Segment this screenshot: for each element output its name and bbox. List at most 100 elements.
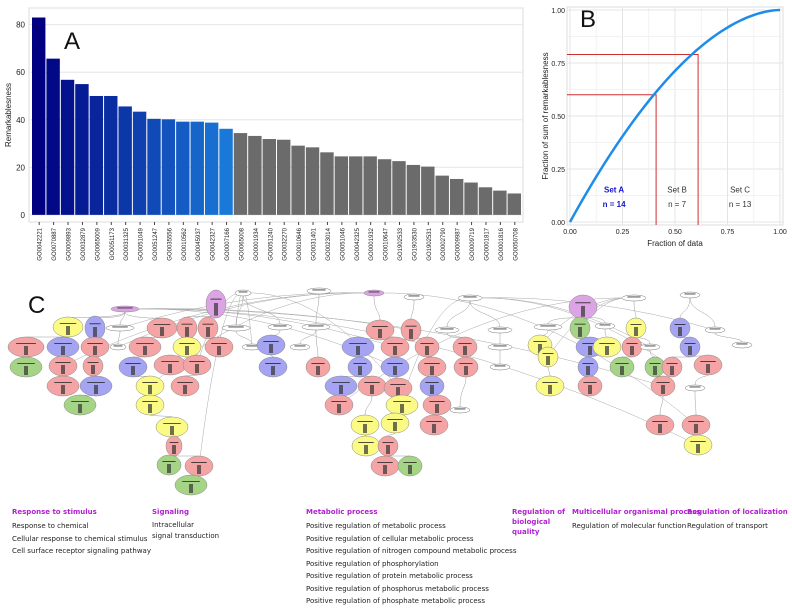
- bar: [363, 156, 377, 215]
- node-text-mark: [206, 327, 210, 337]
- x-tick-label: GO0051173: [110, 227, 116, 260]
- node-text-mark: [316, 366, 320, 375]
- node-text-mark: [195, 364, 199, 373]
- go-term-node: [679, 291, 701, 299]
- node-text-mark: [578, 327, 582, 337]
- edge: [299, 329, 317, 345]
- set-label: Set B: [667, 185, 687, 194]
- node-text-mark: [78, 404, 82, 413]
- edge: [364, 395, 373, 416]
- legend-heading: Signaling: [152, 508, 189, 516]
- y-tick-label: 0.25: [551, 167, 565, 174]
- node-text-mark: [61, 365, 65, 374]
- go-term-node: [489, 363, 511, 371]
- bar: [478, 187, 493, 215]
- legend-item: Regulation of molecular function: [572, 522, 687, 530]
- edge: [604, 328, 608, 338]
- bar: [248, 135, 262, 215]
- panel-label-c: C: [28, 292, 46, 319]
- edge: [387, 432, 396, 437]
- node-text-mark: [653, 366, 657, 375]
- go-term-node: [234, 289, 252, 297]
- node-text-mark: [356, 346, 360, 355]
- node-text-mark: [538, 344, 542, 353]
- bar: [449, 178, 464, 215]
- go-term-node: [363, 289, 385, 297]
- legend-heading: Response to stimulus: [12, 508, 97, 516]
- legend-item: Cell surface receptor signaling pathway: [12, 547, 151, 555]
- go-term-node: [221, 324, 251, 332]
- edge: [235, 330, 253, 345]
- go-term-node: [434, 326, 460, 334]
- edge: [270, 354, 274, 358]
- node-text-mark: [694, 424, 698, 433]
- y-tick-label: 1.00: [551, 8, 565, 15]
- edge: [270, 329, 281, 336]
- node-text-mark: [605, 346, 609, 355]
- cutoff-line: [567, 94, 657, 225]
- x-tick-label: GO0001816: [499, 227, 505, 260]
- node-text-mark: [214, 303, 218, 316]
- go-term-node: [639, 343, 661, 351]
- x-axis-label: Fraction of data: [647, 239, 703, 248]
- node-text-mark: [167, 464, 171, 473]
- node-text-mark: [408, 465, 412, 474]
- edge: [469, 297, 651, 348]
- x-tick-label: GO0035556: [167, 227, 173, 260]
- bar: [204, 122, 219, 215]
- node-text-mark: [24, 346, 28, 355]
- bar: [46, 58, 60, 215]
- go-term-node: [109, 343, 127, 351]
- node-text-mark: [464, 366, 468, 375]
- node-text-mark: [383, 465, 387, 474]
- edge: [659, 395, 664, 416]
- node-text-mark: [358, 366, 362, 375]
- legend-item: Positive regulation of phosphate metabol…: [306, 597, 485, 605]
- node-text-mark: [386, 445, 390, 454]
- x-tick-label: GO0070887: [52, 227, 58, 260]
- node-text-mark: [94, 385, 98, 394]
- y-tick-label: 80: [16, 21, 25, 30]
- bar: [75, 84, 89, 215]
- x-tick-label: GO0010646: [297, 227, 303, 260]
- node-text-mark: [546, 356, 550, 365]
- bar: [161, 119, 176, 215]
- node-text-mark: [131, 366, 135, 375]
- node-text-mark: [61, 346, 65, 355]
- panel-label-a: A: [64, 28, 81, 55]
- node-text-mark: [435, 404, 439, 413]
- go-term-node: [301, 323, 331, 331]
- edge: [119, 292, 375, 329]
- bar: [291, 145, 305, 215]
- legend-item: Positive regulation of metabolic process: [306, 522, 446, 530]
- node-text-mark: [337, 404, 341, 413]
- node-text-mark: [432, 424, 436, 433]
- x-tick-label: GO0045937: [196, 227, 202, 260]
- legend-signaling: Signaling Intracellular signal transduct…: [152, 507, 219, 542]
- node-text-mark: [185, 346, 189, 355]
- edge: [539, 329, 549, 336]
- go-term-node: [621, 294, 647, 302]
- edge: [315, 293, 320, 325]
- x-tick-label: 1.00: [773, 229, 787, 236]
- legend-regulation-of-biological-quality: Regulation of biological quality: [512, 507, 572, 540]
- legend-multicellular-organismal-process: Multicellular organismal process Regulat…: [572, 507, 701, 533]
- set-count: n = 7: [668, 200, 687, 209]
- node-text-mark: [271, 366, 275, 375]
- legend-item: signal transduction: [152, 532, 220, 540]
- network-diagram-c: [7, 287, 753, 496]
- legend-regulation-of-localization: Regulation of localization Regulation of…: [687, 507, 788, 533]
- node-text-mark: [93, 346, 97, 355]
- set-count: n = 14: [603, 200, 626, 209]
- bar: [320, 152, 334, 215]
- edge: [694, 374, 709, 386]
- set-count: n = 13: [729, 200, 752, 209]
- legend-item: Response to chemical: [12, 522, 89, 530]
- y-axis-label: Remarkablesness: [4, 83, 13, 147]
- edge: [242, 292, 399, 389]
- node-text-mark: [363, 424, 367, 433]
- y-tick-label: 0.75: [551, 61, 565, 68]
- legend-item: Positive regulation of phosphorylation: [306, 559, 439, 568]
- node-text-mark: [588, 385, 592, 394]
- node-text-mark: [183, 385, 187, 394]
